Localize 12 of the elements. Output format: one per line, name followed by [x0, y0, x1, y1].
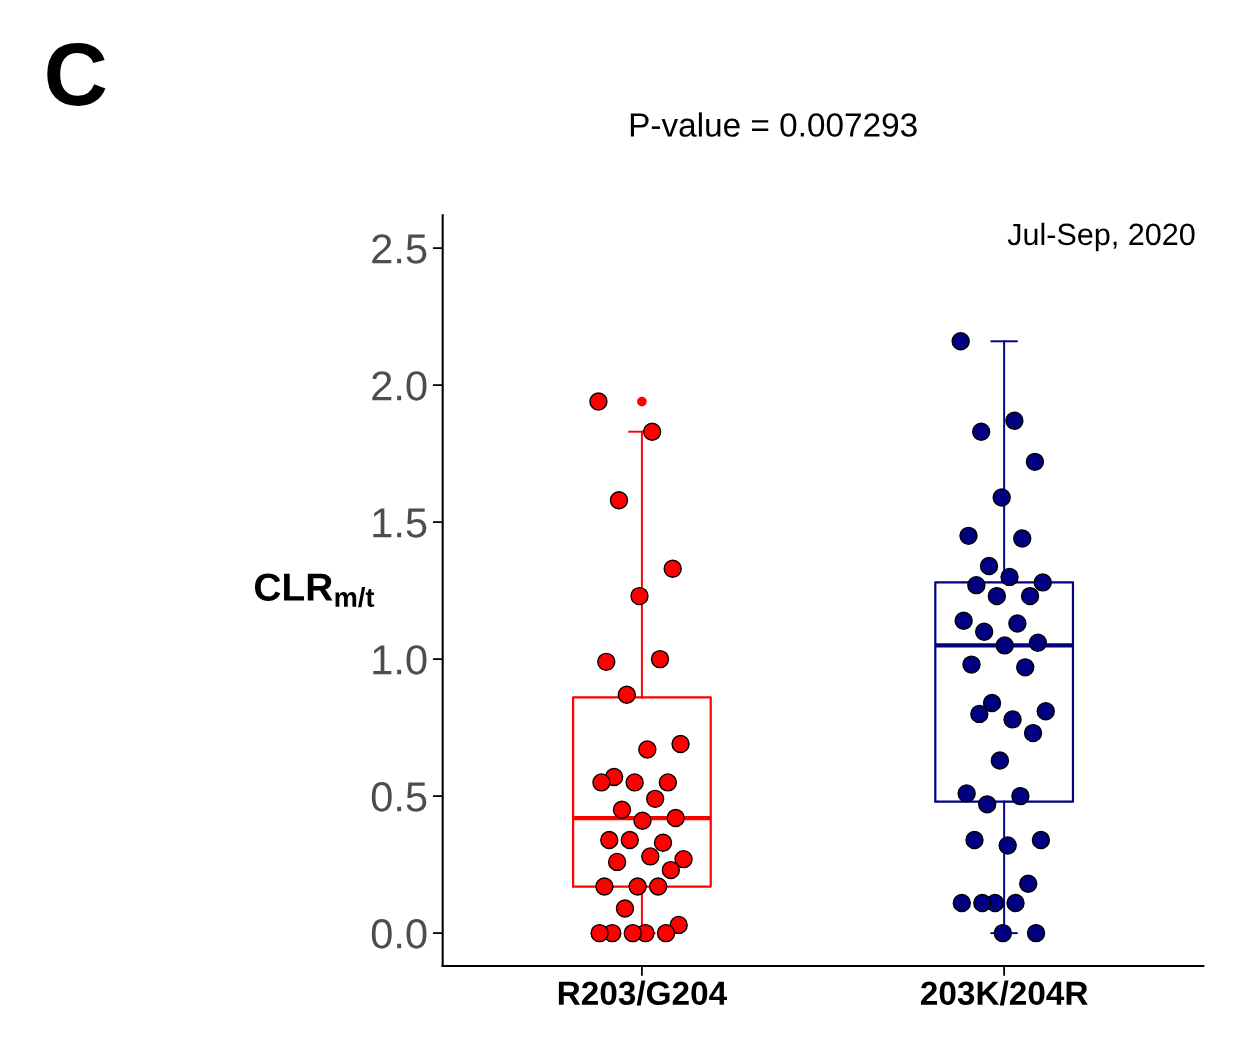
y-tick-label: 0.0 [371, 919, 427, 949]
text: C [47, 42, 106, 106]
y-tick-label: 1.5 [373, 508, 427, 538]
y-tick-label: 1.0 [373, 645, 427, 675]
y-axis-title: CLR$_{m/t}$ [254, 573, 375, 608]
annotation: Jul-Sep, 2020 [1007, 222, 1195, 252]
y-tick-label: 2.5 [372, 234, 427, 264]
x-tick-label: 203K/204R [920, 980, 1088, 1006]
x-tick-label: R203/G204 [558, 980, 727, 1006]
y-tick-label: 2.0 [372, 371, 427, 401]
y-tick-label: 0.5 [371, 782, 427, 812]
chart-title: P-value = 0.007293 [630, 112, 917, 137]
